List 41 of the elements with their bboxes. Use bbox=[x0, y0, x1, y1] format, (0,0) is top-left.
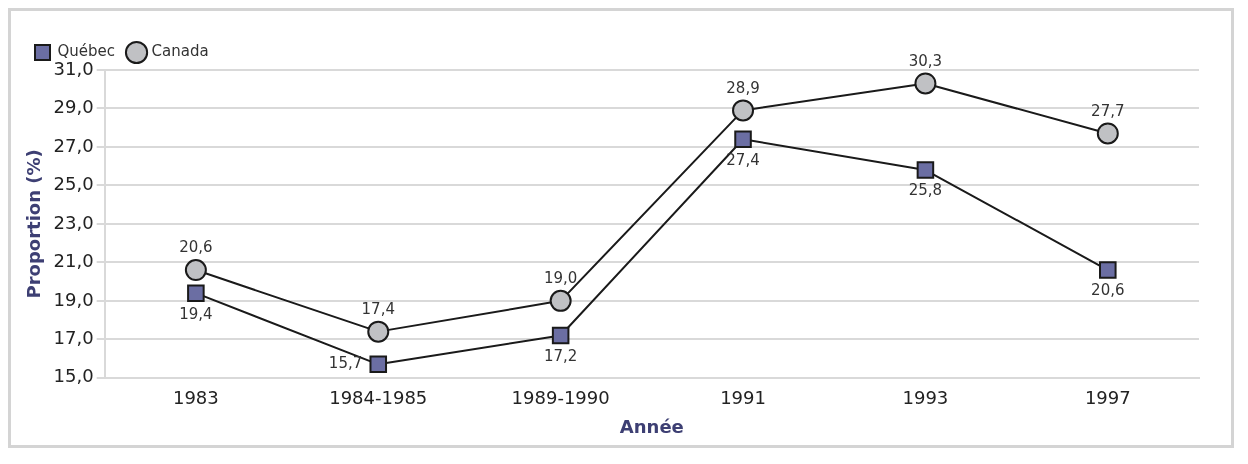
point bbox=[551, 326, 570, 345]
y-tick-label: 23,0 bbox=[53, 211, 94, 233]
point bbox=[734, 130, 752, 149]
point bbox=[367, 320, 390, 343]
point bbox=[1099, 261, 1117, 279]
point bbox=[916, 161, 935, 179]
data-label: 20,6 bbox=[179, 238, 213, 257]
point bbox=[187, 284, 205, 302]
data-label: 19,4 bbox=[179, 304, 213, 323]
legend-label: Canada bbox=[151, 42, 209, 61]
data-label: 15,7 bbox=[328, 354, 363, 373]
data-label: 27,4 bbox=[726, 150, 760, 169]
y-tick-label: 25,0 bbox=[53, 173, 94, 195]
data-label: 20,6 bbox=[1091, 281, 1125, 300]
y-tick-label: 19,0 bbox=[53, 288, 94, 310]
data-label: 17,4 bbox=[361, 300, 395, 319]
data-label: 19,0 bbox=[543, 269, 578, 288]
data-label: 17,2 bbox=[543, 346, 578, 365]
data-label: 25,8 bbox=[908, 181, 943, 200]
x-axis-title: Année bbox=[619, 415, 684, 437]
y-tick-label: 21,0 bbox=[53, 250, 94, 272]
point bbox=[1096, 122, 1119, 145]
point bbox=[549, 289, 572, 312]
point bbox=[914, 72, 937, 95]
data-label: 28,9 bbox=[726, 78, 760, 97]
data-label: 27,7 bbox=[1091, 101, 1125, 120]
y-axis-title: Proportion (%) bbox=[23, 149, 45, 299]
data-label: 30,3 bbox=[908, 51, 943, 70]
x-tick-label: 1984-1985 bbox=[329, 387, 428, 409]
point bbox=[369, 355, 388, 374]
y-tick-label: 17,0 bbox=[53, 327, 94, 348]
x-tick-label: 1991 bbox=[720, 387, 766, 409]
y-tick-label: 15,0 bbox=[53, 365, 94, 387]
x-tick-label: 1993 bbox=[902, 387, 949, 409]
y-tick-label: 27,0 bbox=[53, 134, 94, 156]
point bbox=[184, 259, 207, 282]
point bbox=[732, 99, 755, 122]
x-tick-label: 1989-1990 bbox=[511, 387, 610, 409]
x-tick-label: 1997 bbox=[1084, 387, 1131, 409]
y-tick-label: 29,0 bbox=[53, 96, 94, 118]
x-tick-label: 1983 bbox=[172, 387, 219, 409]
